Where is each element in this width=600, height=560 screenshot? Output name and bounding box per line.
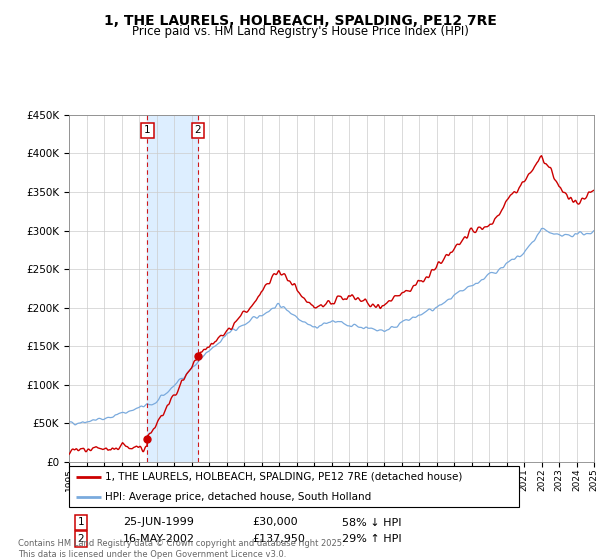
- Text: 58% ↓ HPI: 58% ↓ HPI: [342, 517, 401, 528]
- Text: 1: 1: [144, 125, 151, 136]
- Text: HPI: Average price, detached house, South Holland: HPI: Average price, detached house, Sout…: [105, 492, 371, 502]
- Bar: [148, 115, 198, 462]
- Text: 16-MAY-2002: 16-MAY-2002: [123, 534, 195, 544]
- Text: 25-JUN-1999: 25-JUN-1999: [123, 517, 194, 528]
- Text: 2: 2: [194, 125, 201, 136]
- Text: Contains HM Land Registry data © Crown copyright and database right 2025.
This d: Contains HM Land Registry data © Crown c…: [18, 539, 344, 559]
- Text: 1, THE LAURELS, HOLBEACH, SPALDING, PE12 7RE (detached house): 1, THE LAURELS, HOLBEACH, SPALDING, PE12…: [105, 472, 463, 482]
- Text: 29% ↑ HPI: 29% ↑ HPI: [342, 534, 401, 544]
- FancyBboxPatch shape: [69, 466, 519, 507]
- Text: 1, THE LAURELS, HOLBEACH, SPALDING, PE12 7RE: 1, THE LAURELS, HOLBEACH, SPALDING, PE12…: [104, 14, 496, 28]
- Text: Price paid vs. HM Land Registry's House Price Index (HPI): Price paid vs. HM Land Registry's House …: [131, 25, 469, 38]
- Text: £30,000: £30,000: [252, 517, 298, 528]
- Text: 2: 2: [77, 534, 85, 544]
- Text: 1: 1: [77, 517, 85, 528]
- Text: £137,950: £137,950: [252, 534, 305, 544]
